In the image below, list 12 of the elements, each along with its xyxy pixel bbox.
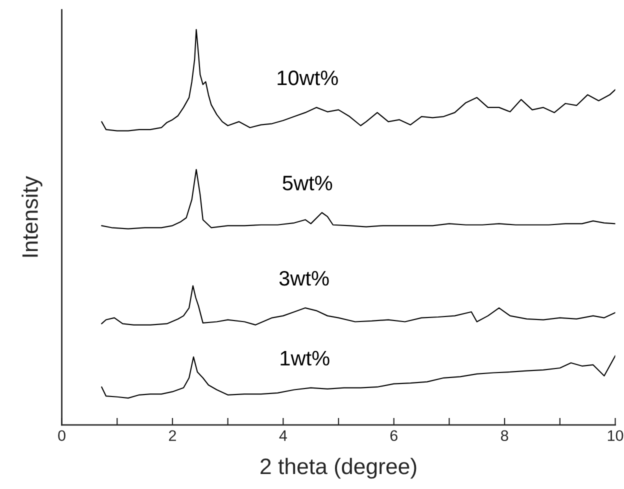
series-label: 3wt% bbox=[279, 270, 329, 286]
series-label: 5wt% bbox=[282, 176, 332, 190]
x-tick-label: 4 bbox=[279, 430, 287, 441]
x-tick-label: 10 bbox=[608, 430, 624, 442]
y-axis-title: Intensity bbox=[22, 176, 42, 257]
x-tick-label: 0 bbox=[58, 430, 66, 442]
x-tick-label: 8 bbox=[500, 430, 508, 442]
series-label: 10wt% bbox=[278, 70, 338, 86]
x-axis-title: 2 theta (degree) bbox=[260, 458, 416, 479]
x-tick-label: 6 bbox=[390, 430, 398, 442]
series-label: 1wt% bbox=[280, 350, 330, 366]
x-tick-label: 2 bbox=[168, 430, 176, 441]
